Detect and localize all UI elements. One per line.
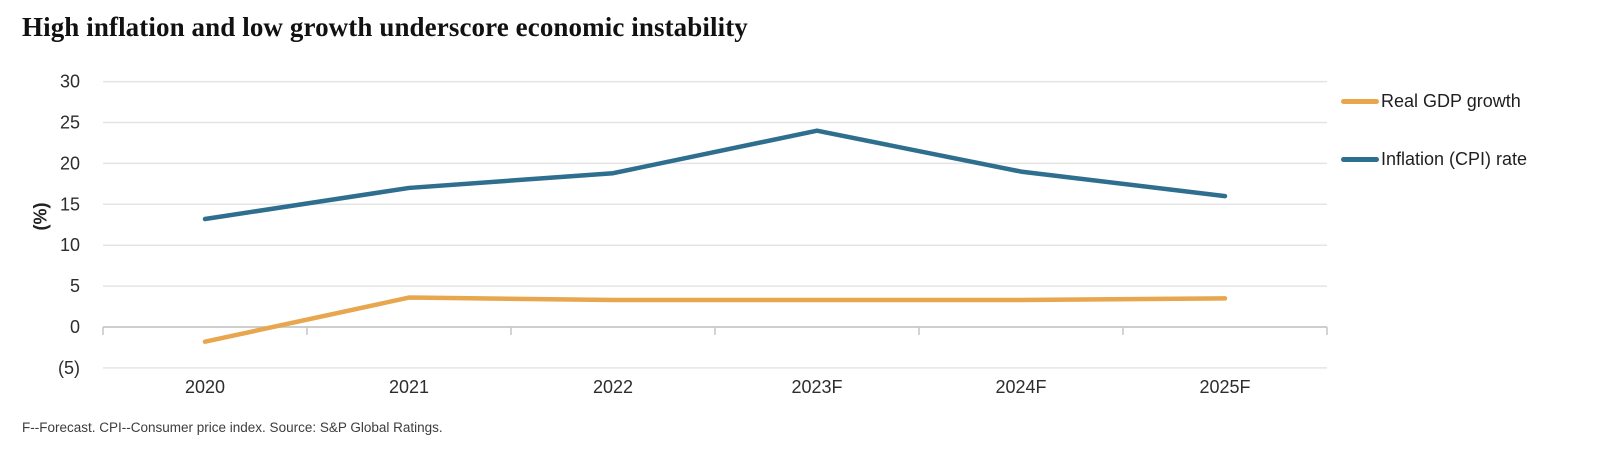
chart-legend: Real GDP growth Inflation (CPI) rate: [1341, 90, 1527, 170]
y-tick-label: 20: [60, 153, 80, 173]
x-tick-label: 2023F: [791, 377, 842, 397]
y-tick-label: 0: [70, 317, 80, 337]
x-tick-label: 2021: [389, 377, 429, 397]
y-tick-label: 10: [60, 235, 80, 255]
legend-item-inflation-cpi-rate: Inflation (CPI) rate: [1341, 148, 1527, 170]
y-tick-label: 15: [60, 194, 80, 214]
legend-item-real-gdp-growth: Real GDP growth: [1341, 90, 1527, 112]
legend-swatch-inflation-cpi-rate-icon: [1341, 156, 1379, 162]
legend-swatch-real-gdp-growth-icon: [1341, 98, 1379, 104]
y-tick-label: 5: [70, 276, 80, 296]
x-tick-label: 2024F: [995, 377, 1046, 397]
y-tick-label: (5): [58, 358, 80, 378]
series-line-inflation-cpi-rate: [202, 128, 1228, 222]
chart-title: High inflation and low growth underscore…: [22, 12, 748, 42]
legend-label-inflation-cpi-rate: Inflation (CPI) rate: [1381, 148, 1528, 169]
x-tick-label: 2020: [185, 377, 225, 397]
y-axis-title: (%): [30, 202, 51, 231]
series-line-real-gdp-growth: [202, 295, 1228, 344]
source-footnote: F--Forecast. CPI--Consumer price index. …: [22, 420, 443, 435]
x-tick-label: 2025F: [1199, 377, 1250, 397]
legend-label-real-gdp-growth: Real GDP growth: [1381, 90, 1521, 111]
x-tick-label: 2022: [593, 377, 633, 397]
y-tick-label: 25: [60, 113, 80, 133]
y-tick-label: 30: [60, 72, 80, 92]
